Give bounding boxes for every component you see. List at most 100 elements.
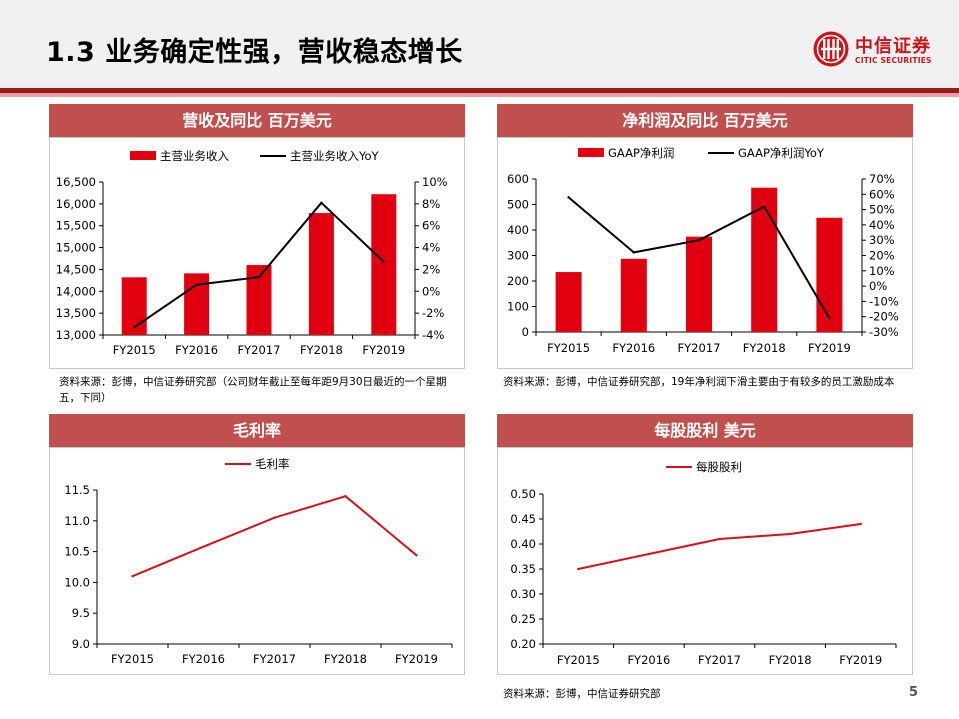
legend-label: GAAP净利润 [608, 146, 674, 160]
y-tick-label-right: 6% [422, 219, 440, 233]
x-tick-label: FY2019 [395, 652, 438, 666]
y-tick-label-left: 0.35 [510, 562, 536, 576]
header-rule-light [0, 93, 959, 97]
line-point [718, 537, 721, 541]
y-tick-label-left: 0.30 [510, 587, 536, 601]
bar [555, 272, 582, 332]
line-point [788, 532, 792, 536]
x-tick-label: FY2018 [324, 652, 367, 666]
page-title: 1.3 业务确定性强，营收稳态增长 [46, 37, 463, 68]
y-tick-label-left: 100 [507, 300, 529, 314]
bar [184, 273, 210, 335]
x-tick-label: FY2018 [743, 341, 786, 355]
x-tick-label: FY2019 [808, 341, 851, 355]
x-tick-label: FY2017 [678, 341, 721, 355]
logo-text-en: CITIC SECURITIES [855, 56, 932, 65]
line-point [577, 567, 580, 571]
revenue-chart-panel: 主营业务收入 主营业务收入YoY 13,000 13,500 14,000 14,500 1… [49, 137, 465, 369]
x-tick-label: FY2016 [627, 653, 670, 667]
net-income-chart-panel: GAAP净利润 GAAP净利润YoY 0 100 200 300 400 500 600 FY20… [497, 137, 913, 369]
y-tick-label-left: 400 [507, 223, 529, 237]
y-tick-label-left: 200 [507, 274, 529, 288]
gross-margin-chart-panel: 毛利率 9.0 9.5 10.0 10.5 11.0 11.5 FY2015 FY2016 FY2… [49, 447, 465, 675]
y-tick-label-left: 0.40 [510, 537, 536, 551]
bar [371, 194, 397, 335]
y-tick-label-left: 13,500 [56, 306, 96, 320]
gross-margin-chart: 毛利率 9.0 9.5 10.0 10.5 11.0 11.5 FY2015 FY2016 FY2… [64, 457, 453, 666]
revenue-source-note: 资料来源：彭博，中信证券研究部（公司财年截止至每年距9月30日最近的一个星期五，… [59, 376, 447, 404]
line-point [344, 494, 347, 498]
citic-logo: 中信证券 CITIC SECURITIES [812, 30, 947, 68]
x-tick-label: FY2019 [839, 653, 882, 667]
line-point [567, 196, 570, 199]
x-tick-label: FY2016 [182, 652, 225, 666]
revenue-panel-title: 营收及同比 百万美元 [49, 104, 465, 137]
y-tick-label-right: 4% [422, 241, 440, 255]
line-point [257, 275, 261, 279]
y-tick-label-left: 0 [522, 325, 529, 339]
y-tick-label-right: 2% [422, 262, 440, 276]
y-tick-label-right: -30% [869, 325, 899, 339]
page-number: 5 [909, 685, 919, 700]
y-tick-label-right: 20% [869, 249, 895, 263]
y-tick-label-left: 11.5 [64, 483, 90, 497]
x-tick-label: FY2015 [557, 653, 600, 667]
line-point [697, 239, 701, 242]
header-rule-dark [0, 88, 959, 93]
y-tick-label-left: 0.45 [510, 512, 536, 526]
line-point [320, 201, 323, 204]
dps-chart: 每股股利 0.20 0.25 0.30 0.35 0.40 0.45 0.50 FY2015 FY… [510, 460, 897, 667]
net-income-chart: GAAP净利润 GAAP净利润YoY 0 100 200 300 400 500 600 FY20… [507, 146, 899, 355]
bar [686, 236, 712, 332]
y-tick-label-left: 14,500 [56, 262, 96, 276]
bar [816, 217, 843, 332]
line-point [273, 516, 276, 519]
legend-label: 每股股利 [696, 460, 742, 474]
bar [308, 213, 334, 335]
line-point [828, 317, 831, 320]
y-tick-label-left: 15,000 [56, 241, 96, 255]
y-tick-label-left: 14,000 [56, 284, 96, 298]
bar [751, 187, 778, 332]
y-tick-label-right: 30% [869, 233, 895, 247]
y-tick-label-left: 600 [507, 172, 529, 186]
y-tick-label-left: 300 [507, 249, 529, 263]
y-tick-label-right: -20% [869, 310, 899, 324]
y-tick-label-right: 50% [869, 203, 895, 217]
y-tick-label-left: 9.5 [72, 606, 90, 620]
line-point [415, 554, 418, 557]
line-point [647, 552, 651, 556]
header-band: 1.3 业务确定性强，营收稳态增长 中信证券 CITIC SECURITIES [0, 0, 959, 88]
x-tick-label: FY2017 [253, 652, 296, 666]
y-tick-label-right: 40% [869, 218, 895, 232]
revenue-chart: 主营业务收入 主营业务收入YoY 13,000 13,500 14,000 14,500 1… [56, 149, 448, 357]
y-tick-label-right: -4% [422, 328, 444, 342]
y-tick-label-left: 11.0 [64, 514, 90, 528]
line-point [131, 575, 134, 578]
y-tick-label-left: 0.20 [510, 637, 536, 651]
y-tick-label-left: 16,500 [56, 175, 96, 189]
legend-swatch-bar [578, 148, 604, 157]
legend-label: GAAP净利润YoY [738, 146, 825, 160]
logo-text-cn: 中信证券 [855, 36, 931, 57]
y-tick-label-right: 0% [422, 284, 440, 298]
y-tick-label-left: 10.0 [64, 575, 90, 589]
net-income-source-note: 资料来源：彭博，中信证券研究部，19年净利润下滑主要由于有较多的员工激励成本 [503, 376, 895, 388]
y-tick-label-right: 70% [869, 172, 895, 186]
y-tick-label-right: -2% [422, 306, 444, 320]
line-point [859, 522, 862, 526]
x-tick-label: FY2017 [698, 653, 741, 667]
line-point [763, 205, 766, 208]
legend-label: 毛利率 [255, 457, 290, 471]
x-tick-label: FY2016 [175, 343, 218, 357]
y-tick-label-left: 16,000 [56, 197, 96, 211]
x-tick-label: FY2015 [113, 343, 156, 357]
y-tick-label-left: 9.0 [72, 637, 90, 651]
legend-swatch-bar [130, 151, 156, 160]
bottom-source-note: 资料来源：彭博，中信证券研究部 [503, 688, 661, 700]
series-line [132, 495, 418, 578]
bar [620, 258, 647, 332]
y-tick-label-right: 60% [869, 187, 895, 201]
y-tick-label-right: -10% [869, 294, 899, 308]
legend-label: 主营业务收入 [160, 149, 229, 163]
